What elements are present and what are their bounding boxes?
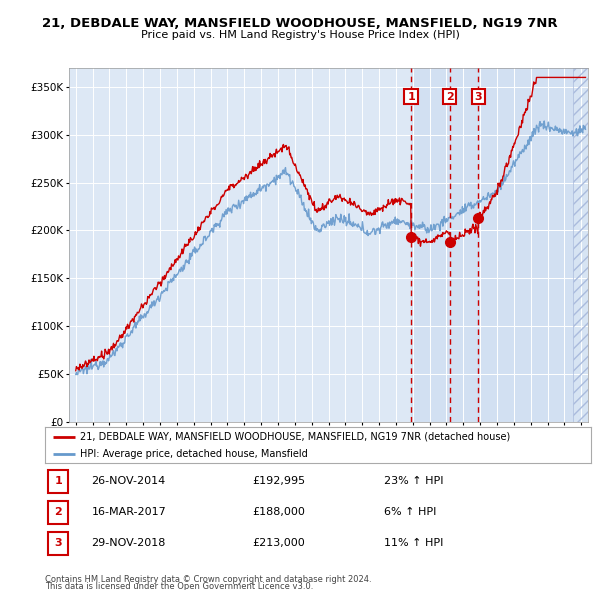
Text: 3: 3 [54,539,62,548]
Text: 16-MAR-2017: 16-MAR-2017 [91,507,166,517]
Text: 23% ↑ HPI: 23% ↑ HPI [383,477,443,486]
FancyBboxPatch shape [48,470,68,493]
Text: 21, DEBDALE WAY, MANSFIELD WOODHOUSE, MANSFIELD, NG19 7NR: 21, DEBDALE WAY, MANSFIELD WOODHOUSE, MA… [42,17,558,30]
Text: 11% ↑ HPI: 11% ↑ HPI [383,539,443,548]
Text: HPI: Average price, detached house, Mansfield: HPI: Average price, detached house, Mans… [80,449,308,459]
FancyBboxPatch shape [48,501,68,524]
Text: 1: 1 [407,91,415,101]
Text: 21, DEBDALE WAY, MANSFIELD WOODHOUSE, MANSFIELD, NG19 7NR (detached house): 21, DEBDALE WAY, MANSFIELD WOODHOUSE, MA… [80,432,511,442]
Text: Contains HM Land Registry data © Crown copyright and database right 2024.: Contains HM Land Registry data © Crown c… [45,575,371,584]
Text: 3: 3 [475,91,482,101]
Text: This data is licensed under the Open Government Licence v3.0.: This data is licensed under the Open Gov… [45,582,313,590]
Text: 26-NOV-2014: 26-NOV-2014 [91,477,166,486]
Text: 1: 1 [54,477,62,486]
Text: 29-NOV-2018: 29-NOV-2018 [91,539,166,548]
Text: £188,000: £188,000 [253,507,305,517]
Text: £213,000: £213,000 [253,539,305,548]
Bar [573,68,588,422]
Text: Price paid vs. HM Land Registry's House Price Index (HPI): Price paid vs. HM Land Registry's House … [140,30,460,40]
Text: £192,995: £192,995 [253,477,305,486]
FancyBboxPatch shape [48,532,68,555]
Text: 2: 2 [446,91,454,101]
Text: 6% ↑ HPI: 6% ↑ HPI [383,507,436,517]
Bar [573,68,588,422]
Bar [411,68,588,422]
Text: 2: 2 [54,507,62,517]
